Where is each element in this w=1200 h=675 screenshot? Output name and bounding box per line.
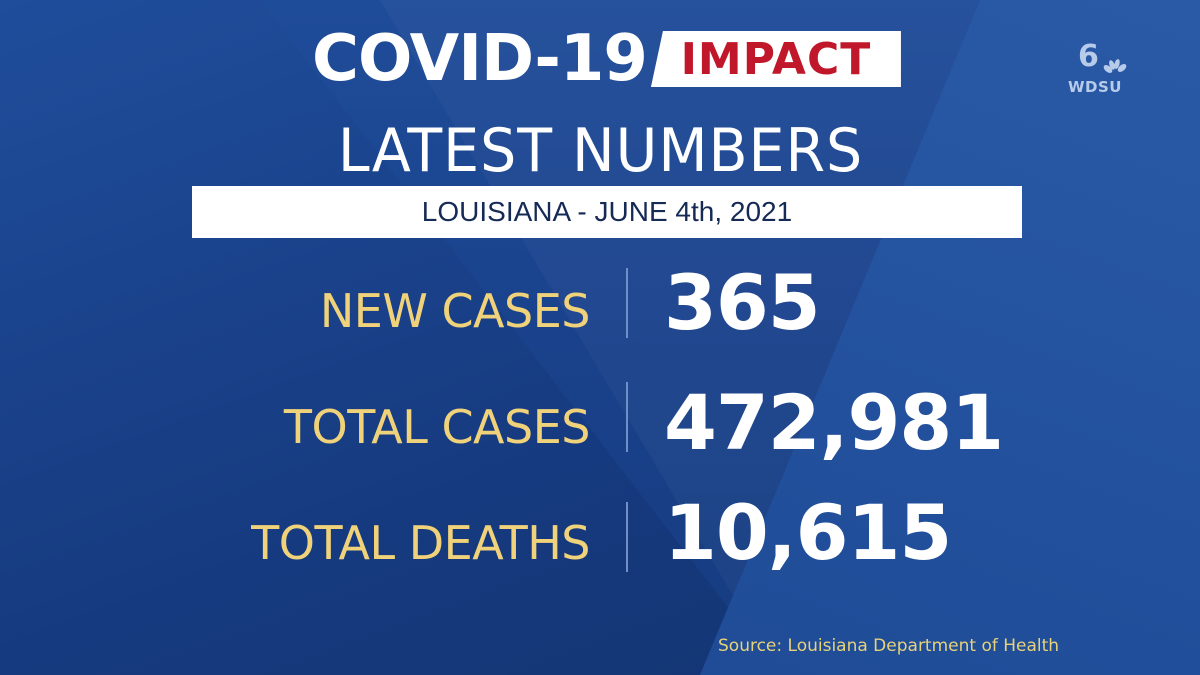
stat-row-total-cases: TOTAL CASES 472,981: [0, 378, 1200, 467]
stat-divider: [626, 502, 628, 572]
location-date-banner: LOUISIANA - JUNE 4th, 2021: [192, 186, 1022, 238]
stat-value: 472,981: [664, 378, 1004, 467]
location-date-text: LOUISIANA - JUNE 4th, 2021: [421, 196, 793, 227]
stat-value: 10,615: [664, 488, 952, 577]
station-logo: 6 WDSU: [1066, 40, 1136, 100]
impact-tag: IMPACT: [650, 31, 901, 87]
stat-value: 365: [664, 258, 821, 347]
covid-title-text: COVID-19: [312, 22, 648, 96]
stat-label: TOTAL DEATHS: [251, 516, 590, 570]
nbc-peacock-icon: [1103, 59, 1127, 73]
stat-divider: [626, 382, 628, 452]
stat-divider: [626, 268, 628, 338]
stat-label: TOTAL CASES: [283, 400, 591, 454]
source-credit: Source: Louisiana Department of Health: [718, 636, 1060, 656]
stat-label: NEW CASES: [319, 284, 591, 338]
stat-row-total-deaths: TOTAL DEATHS 10,615: [0, 488, 1200, 577]
covid-title: COVID-19: [312, 27, 648, 91]
page-title-text: LATEST NUMBERS: [337, 116, 863, 186]
impact-tag-text: IMPACT: [680, 33, 872, 85]
page-title: LATEST NUMBERS: [0, 116, 1200, 186]
covid-impact-logo: COVID-19 IMPACT: [312, 27, 901, 91]
channel-number: 6: [1078, 39, 1099, 74]
stat-row-new-cases: NEW CASES 365: [0, 258, 1200, 347]
station-name: WDSU: [1068, 78, 1122, 96]
